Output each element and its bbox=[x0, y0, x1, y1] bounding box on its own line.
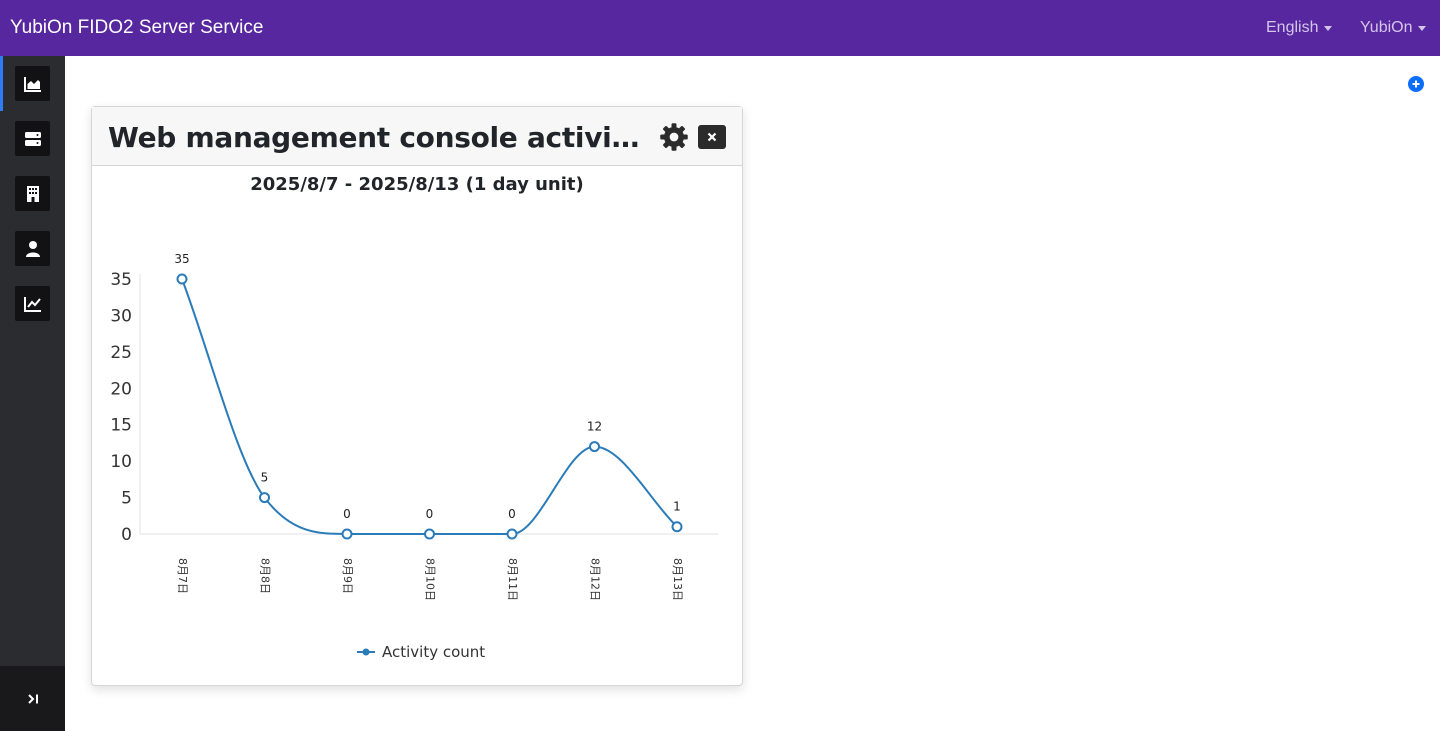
chart-title: 2025/8/7 - 2025/8/13 (1 day unit) bbox=[250, 174, 584, 195]
data-point[interactable] bbox=[424, 528, 435, 540]
data-label: 1 bbox=[673, 500, 681, 514]
sidebar bbox=[0, 56, 65, 731]
y-tick-label: 20 bbox=[110, 379, 132, 399]
x-tick-label: 8月12日 bbox=[589, 558, 602, 601]
user-dropdown-label: YubiOn bbox=[1360, 19, 1413, 36]
series-activity-count: 35 5 0 0 0 12 1 bbox=[174, 252, 683, 540]
legend-point-marker bbox=[362, 648, 370, 656]
x-tick-label: 8月10日 bbox=[424, 558, 437, 601]
sidebar-item-users[interactable] bbox=[15, 231, 50, 266]
series-line bbox=[181, 278, 678, 536]
sidebar-toggle-button[interactable] bbox=[0, 666, 65, 731]
data-label: 0 bbox=[426, 507, 434, 521]
x-axis: 8月7日 8月8日 8月9日 8月10日 8月11日 8月12日 8月13日 bbox=[140, 533, 718, 601]
sidebar-item-dashboard[interactable] bbox=[15, 66, 50, 101]
data-point[interactable] bbox=[176, 273, 188, 285]
close-icon bbox=[707, 132, 717, 142]
data-label: 12 bbox=[587, 420, 602, 434]
data-point[interactable] bbox=[589, 441, 600, 453]
data-label: 0 bbox=[508, 507, 516, 521]
data-point[interactable] bbox=[671, 521, 683, 533]
x-tick-label: 8月9日 bbox=[341, 558, 354, 594]
sidebar-item-servers[interactable] bbox=[15, 121, 50, 156]
y-tick-label: 0 bbox=[121, 525, 132, 545]
data-point[interactable] bbox=[506, 528, 518, 540]
y-tick-label: 30 bbox=[110, 306, 132, 326]
area-chart-icon bbox=[23, 76, 41, 92]
server-icon bbox=[24, 131, 41, 146]
top-navbar: YubiOn FIDO2 Server Service English Yubi… bbox=[0, 0, 1440, 56]
x-tick-label: 8月8日 bbox=[259, 558, 272, 594]
legend-label: Activity count bbox=[382, 643, 485, 661]
widget-title: Web management console activity (7 da... bbox=[108, 121, 648, 154]
line-chart-icon bbox=[23, 296, 41, 312]
y-tick-label: 10 bbox=[110, 452, 132, 472]
language-dropdown-label: English bbox=[1266, 19, 1319, 36]
data-label: 0 bbox=[343, 507, 351, 521]
user-dropdown[interactable]: YubiOn bbox=[1360, 19, 1427, 37]
chevron-down-icon bbox=[1324, 25, 1333, 31]
close-widget-button[interactable] bbox=[698, 125, 726, 149]
sidebar-item-statistics[interactable] bbox=[15, 286, 50, 321]
language-dropdown[interactable]: English bbox=[1266, 19, 1333, 37]
building-icon bbox=[26, 186, 39, 202]
x-tick-label: 8月13日 bbox=[671, 558, 684, 601]
y-tick-label: 15 bbox=[110, 416, 132, 436]
activity-widget: Web management console activity (7 da...… bbox=[91, 106, 743, 686]
y-axis: 0 5 10 15 20 25 30 35 bbox=[110, 270, 141, 545]
chart-legend[interactable]: Activity count bbox=[357, 643, 485, 661]
widget-header: Web management console activity (7 da... bbox=[92, 107, 742, 166]
data-label: 35 bbox=[174, 252, 189, 266]
data-label: 5 bbox=[261, 471, 269, 485]
activity-line-chart: 2025/8/7 - 2025/8/13 (1 day unit) 051015… bbox=[110, 174, 718, 661]
chevron-down-icon bbox=[1418, 25, 1427, 31]
user-icon bbox=[25, 241, 40, 257]
expand-sidebar-icon bbox=[27, 693, 38, 704]
y-tick-label: 35 bbox=[110, 270, 132, 290]
sidebar-item-organizations[interactable] bbox=[15, 176, 50, 211]
data-point[interactable] bbox=[341, 528, 353, 540]
brand-title[interactable]: YubiOn FIDO2 Server Service bbox=[10, 17, 264, 38]
x-tick-label: 8月11日 bbox=[506, 558, 519, 601]
y-tick-label: 5 bbox=[121, 489, 132, 509]
sidebar-active-indicator bbox=[0, 56, 3, 111]
data-point[interactable] bbox=[259, 492, 270, 504]
gear-icon[interactable] bbox=[659, 122, 689, 152]
plus-circle-icon bbox=[1412, 80, 1420, 88]
x-tick-label: 8月7日 bbox=[176, 558, 189, 594]
y-tick-label: 25 bbox=[110, 343, 132, 363]
add-widget-button[interactable] bbox=[1408, 76, 1424, 92]
